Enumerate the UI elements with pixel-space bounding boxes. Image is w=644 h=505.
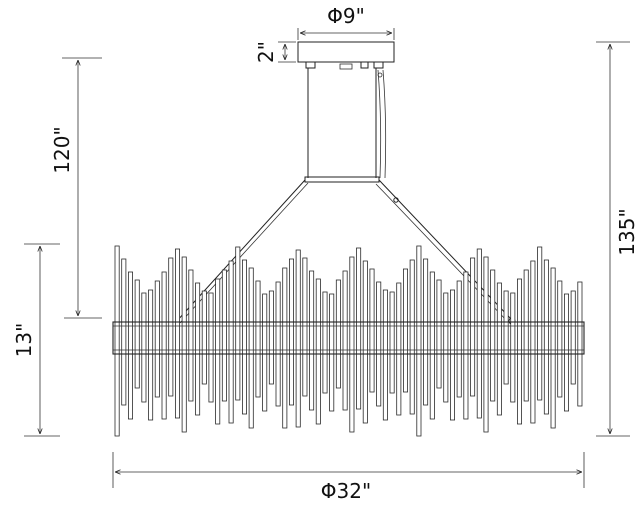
crystal-rod xyxy=(262,293,268,412)
crystal-rod xyxy=(282,267,288,429)
crystal-rod xyxy=(436,279,442,389)
crystal-rod xyxy=(148,289,154,421)
body-diameter-label: Φ32" xyxy=(321,479,371,503)
crystal-rod xyxy=(443,292,449,403)
crystal-rod xyxy=(409,259,415,415)
crystal-rod xyxy=(389,291,395,394)
crystal-rod xyxy=(127,271,133,420)
crystal-rod xyxy=(537,246,543,401)
crystal-rod xyxy=(490,269,496,402)
crystal-rod xyxy=(154,280,160,398)
crystal-rod xyxy=(362,260,368,424)
crystal-rod xyxy=(134,279,140,389)
crystal-rod xyxy=(402,268,408,393)
stem xyxy=(304,68,387,183)
crystal-rod xyxy=(315,278,321,425)
crystal-rod xyxy=(295,249,301,428)
crystal-rod xyxy=(329,293,335,412)
crystal-rod xyxy=(396,282,402,416)
crystal-rod xyxy=(577,281,583,407)
crystal-rods xyxy=(114,245,583,437)
canopy xyxy=(297,41,395,78)
crystal-rod xyxy=(483,256,489,433)
crystal-rod xyxy=(335,279,341,389)
dimension-canopy-diameter: Φ9" xyxy=(297,4,395,40)
dimension-body-height: 13" xyxy=(12,243,60,437)
drop-height-label: 120" xyxy=(50,126,74,173)
crystal-rod xyxy=(342,270,348,411)
crystal-rod xyxy=(141,292,147,403)
crystal-rod xyxy=(121,258,127,406)
crystal-rod xyxy=(570,290,576,385)
crystal-rod xyxy=(557,280,563,398)
crystal-rod xyxy=(114,245,120,437)
canopy-diameter-label: Φ9" xyxy=(327,4,365,28)
crystal-rod xyxy=(255,280,261,398)
crystal-rod xyxy=(168,257,174,397)
crystal-rod xyxy=(416,245,422,437)
crystal-rod xyxy=(503,290,509,385)
crystal-rod xyxy=(470,257,476,397)
crystal-rod xyxy=(349,256,355,433)
crystal-rod xyxy=(510,292,516,403)
crystal-rod xyxy=(215,278,221,425)
crystal-rod xyxy=(550,267,556,429)
dimension-drop-height: 120" xyxy=(50,57,102,319)
crystal-rod xyxy=(429,271,435,420)
crystal-rod xyxy=(248,267,254,429)
crystal-rod xyxy=(496,282,502,416)
crystal-rod xyxy=(181,256,187,433)
crystal-rod xyxy=(423,258,429,406)
crystal-rod xyxy=(517,278,523,425)
crystal-rod xyxy=(241,259,247,415)
dimension-canopy-height: 2" xyxy=(254,41,296,63)
crystal-rod xyxy=(456,280,462,398)
crystal-rod xyxy=(476,248,482,419)
crystal-rod xyxy=(235,246,241,401)
canopy-height-label: 2" xyxy=(254,41,278,63)
crystal-rod xyxy=(268,290,274,385)
crystal-rod xyxy=(188,269,194,402)
crystal-rod xyxy=(322,291,328,394)
dimension-overall-height: 135" xyxy=(596,41,639,437)
crystal-rod xyxy=(174,248,180,419)
crystal-rod xyxy=(288,258,294,406)
overall-height-label: 135" xyxy=(615,208,639,255)
crystal-rod xyxy=(530,260,536,424)
crystal-rod xyxy=(201,290,207,385)
crystal-rod xyxy=(376,281,382,407)
crystal-rod xyxy=(356,247,362,410)
crystal-rod xyxy=(221,269,227,402)
crystal-rod xyxy=(564,293,570,412)
crystal-rod xyxy=(369,268,375,393)
crystal-rod xyxy=(208,292,214,403)
crystal-rod xyxy=(382,289,388,421)
crystal-rod xyxy=(228,260,234,424)
ring-band xyxy=(112,321,585,355)
crystal-rod xyxy=(302,257,308,397)
crystal-rod xyxy=(449,289,455,421)
crystal-rod xyxy=(195,282,201,416)
dimension-body-diameter: Φ32" xyxy=(112,452,585,503)
body-height-label: 13" xyxy=(12,323,36,358)
crystal-rod xyxy=(309,270,315,411)
crystal-rod xyxy=(275,281,281,407)
crystal-rod xyxy=(161,271,167,420)
crystal-rod xyxy=(523,269,529,402)
crystal-rod xyxy=(463,271,469,420)
crystal-rod xyxy=(543,259,549,415)
